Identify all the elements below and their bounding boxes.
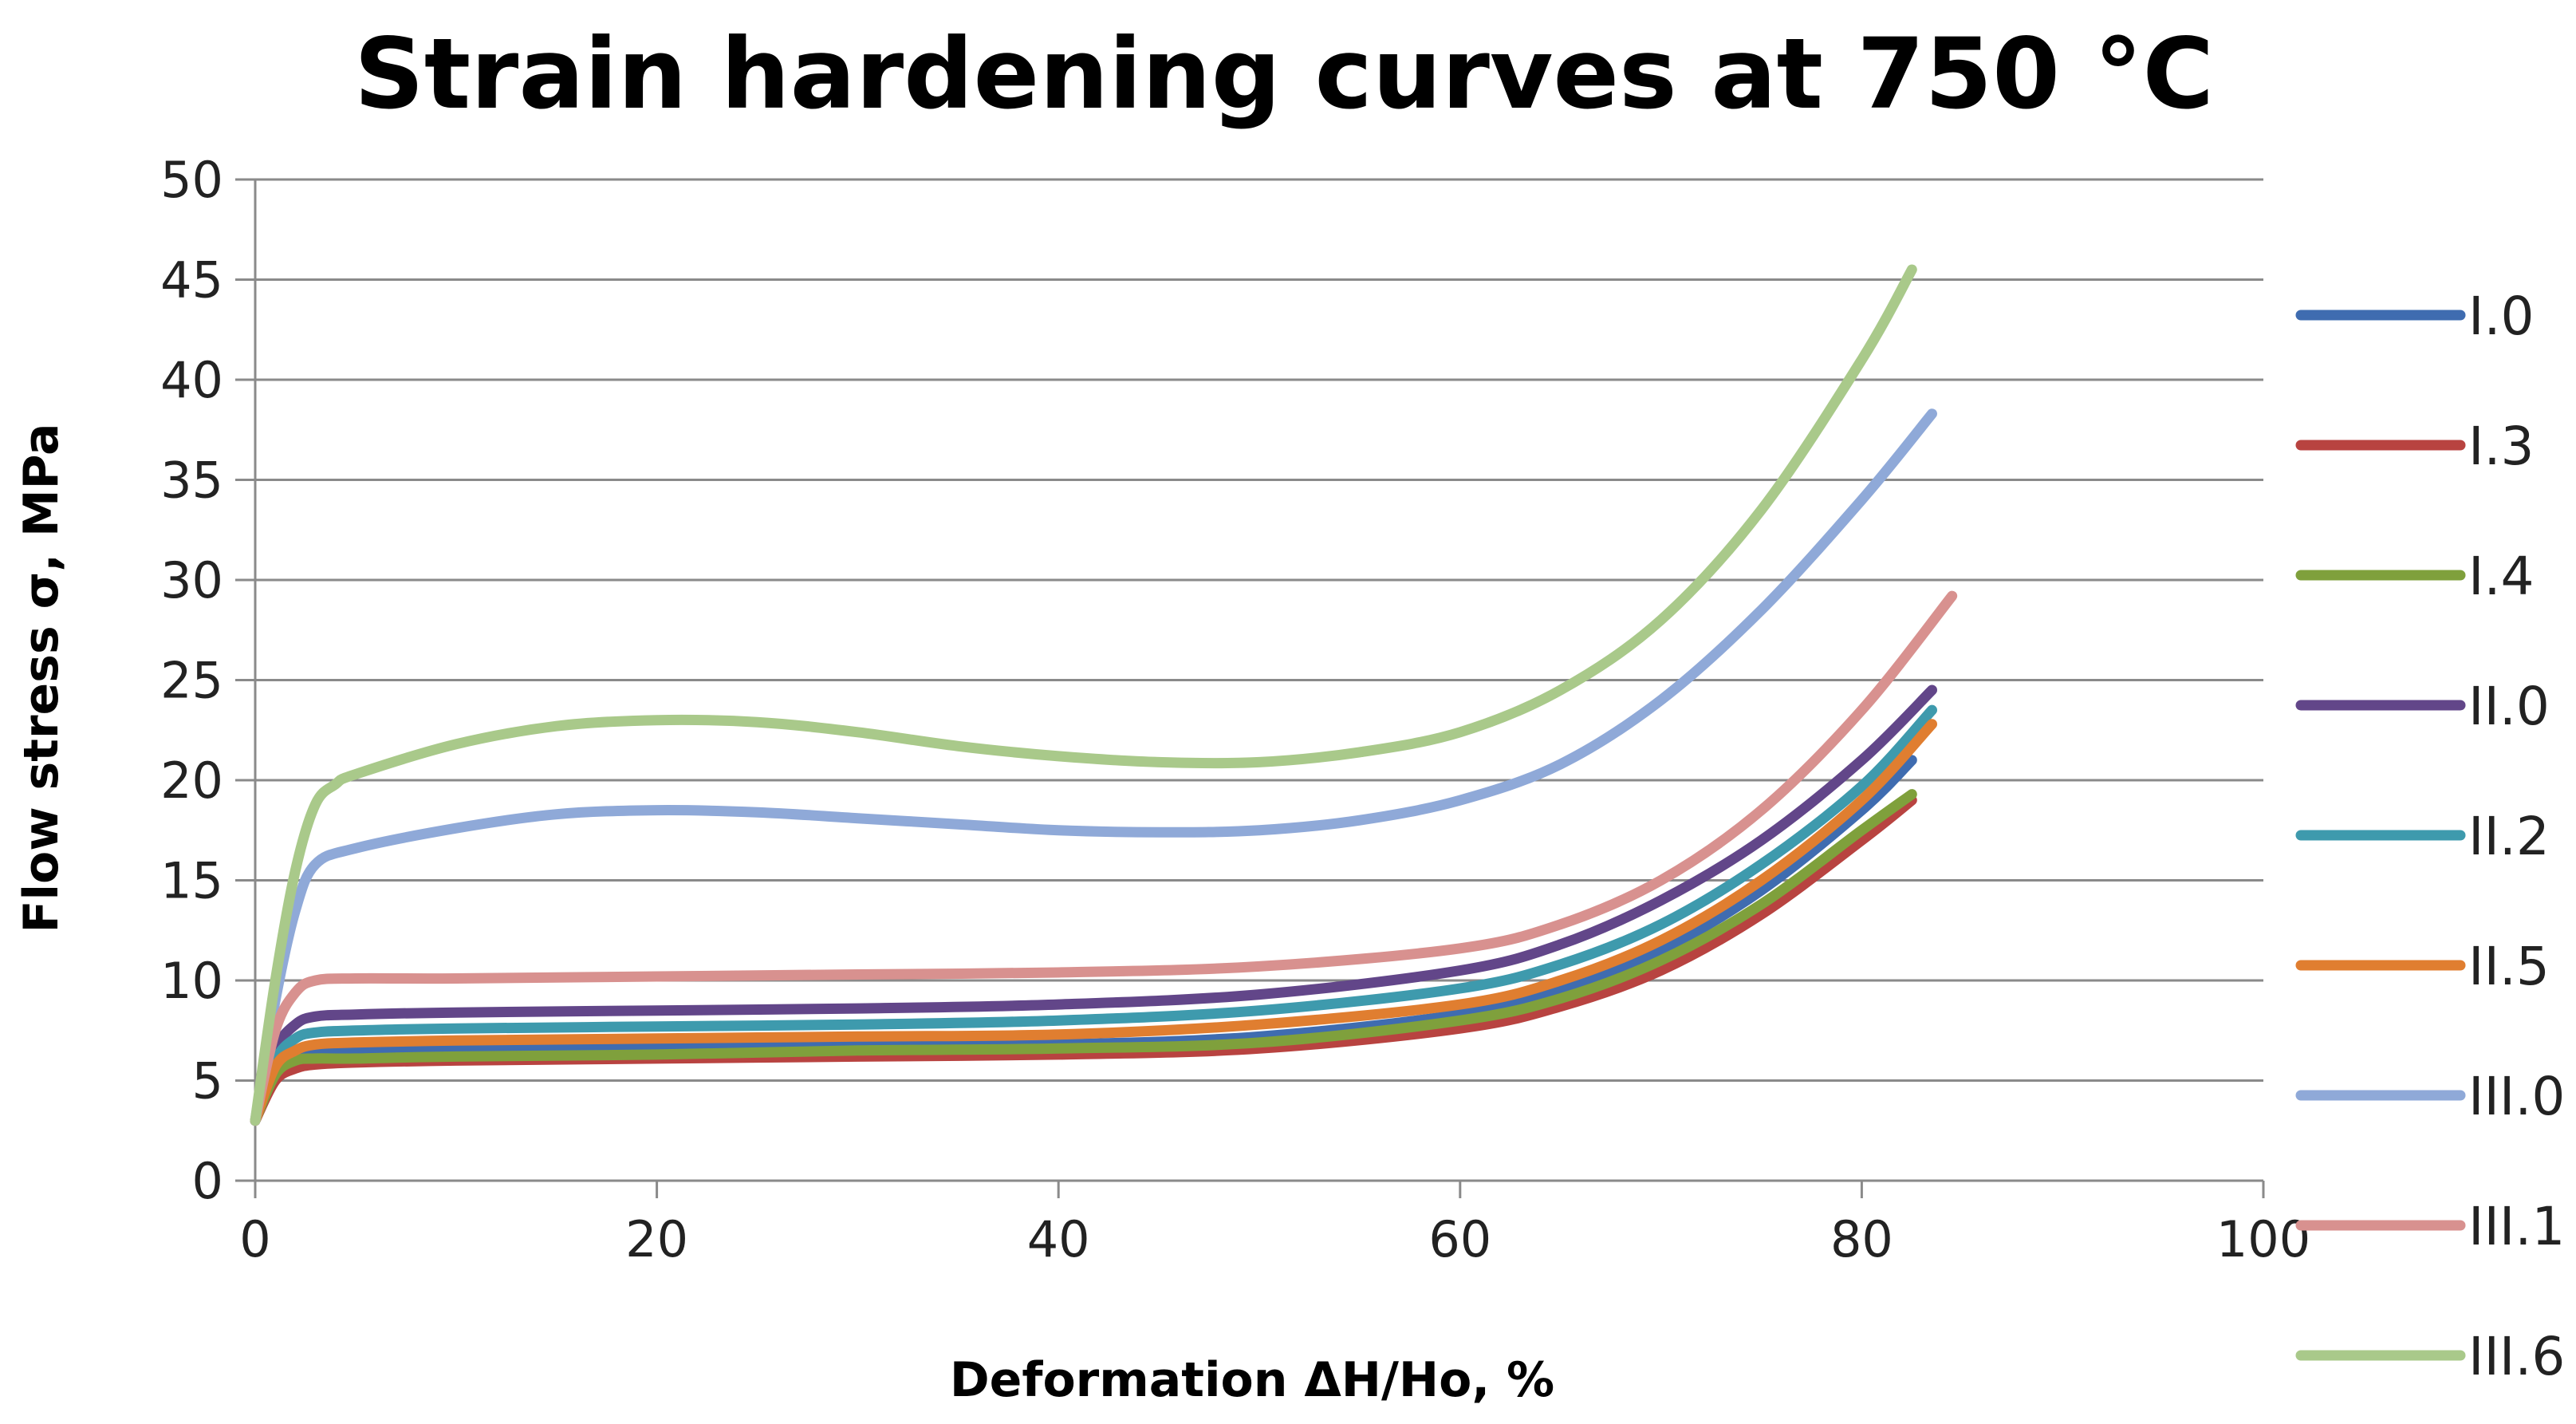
x-tick-label: 60 <box>1428 1210 1491 1268</box>
x-tick-label: 40 <box>1027 1210 1090 1268</box>
gridlines <box>235 178 2263 1082</box>
y-tick-label: 45 <box>160 251 223 310</box>
x-axis-label: Deformation ΔH/Ho, % <box>950 1352 1554 1408</box>
y-tick-label: 50 <box>160 151 223 209</box>
legend-label-I.4: I.4 <box>2468 546 2534 607</box>
series-line-III.1 <box>250 590 1958 1126</box>
x-tick-label: 0 <box>239 1210 270 1268</box>
y-tick-label: 20 <box>160 751 223 810</box>
series-line-I.4 <box>250 789 1917 1126</box>
x-tick-label: 80 <box>1830 1210 1893 1268</box>
legend-label-I.0: I.0 <box>2468 286 2534 347</box>
y-tick-label: 40 <box>160 351 223 409</box>
y-tick-label: 35 <box>160 452 223 510</box>
axes <box>235 179 2265 1198</box>
x-tick-label: 100 <box>2216 1210 2310 1268</box>
legend-label-I.3: I.3 <box>2468 416 2534 477</box>
series-line-II.2 <box>250 704 1937 1126</box>
series-line-II.5 <box>250 719 1937 1126</box>
series-line-II.0 <box>250 684 1937 1126</box>
y-tick-label: 5 <box>192 1052 223 1110</box>
y-tick-label: 25 <box>160 652 223 710</box>
y-tick-label: 0 <box>192 1152 223 1210</box>
legend: I.0 I.3 I.4 II.0 II.2 II.5 III.0 III.1 III.6 <box>2295 286 2565 1387</box>
legend-label-II.2: II.2 <box>2468 806 2550 867</box>
legend-label-II.5: II.5 <box>2468 936 2550 997</box>
legend-label-III.1: III.1 <box>2468 1196 2565 1257</box>
tick-labels: 0 5 10 15 20 25 30 35 40 45 50 0 20 40 60 80 100 <box>160 151 2310 1268</box>
series-line-III.6 <box>250 264 1917 1126</box>
series-line-III.0 <box>250 408 1937 1126</box>
x-tick-label: 20 <box>625 1210 688 1268</box>
legend-label-III.6: III.6 <box>2468 1326 2565 1387</box>
y-tick-label: 15 <box>160 852 223 910</box>
y-tick-label: 10 <box>160 952 223 1010</box>
y-axis-label: Flow stress σ, MPa <box>14 423 69 933</box>
y-tick-label: 30 <box>160 551 223 609</box>
legend-label-III.0: III.0 <box>2468 1066 2565 1127</box>
data-series <box>250 264 1958 1126</box>
legend-label-II.0: II.0 <box>2468 676 2550 737</box>
chart-title: Strain hardening curves at 750 °C <box>354 18 2214 131</box>
